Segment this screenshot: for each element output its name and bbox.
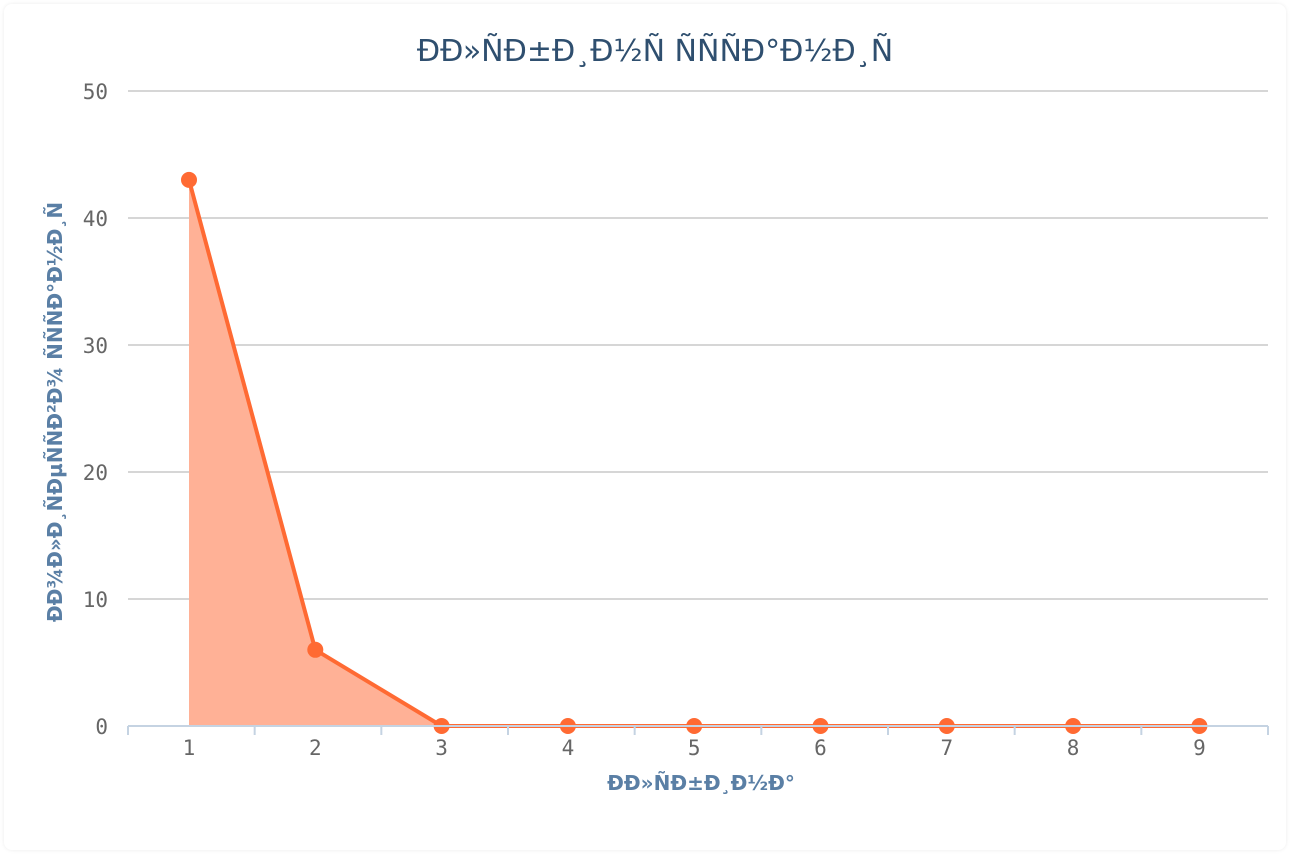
chart-card: ÐÐ»ÑÐ±Ð¸Ð½Ñ ÑÑÑÐ°Ð½Ð¸Ñ 0 10 20 30 40 50 1 2 3 4 5… <box>4 4 1286 850</box>
x-tick-label: 3 <box>435 736 448 760</box>
y-tick-label: 0 <box>95 715 108 739</box>
x-tick-label: 7 <box>940 736 953 760</box>
x-tick-label: 1 <box>183 736 196 760</box>
data-points <box>181 171 1208 734</box>
y-tick-label: 40 <box>83 207 108 231</box>
y-tick-label: 10 <box>83 588 108 612</box>
y-tick-label: 50 <box>83 80 108 104</box>
x-tick-label: 4 <box>562 736 575 760</box>
y-tick-label: 20 <box>83 461 108 485</box>
y-axis-label: ÐÐ¾Ð»Ð¸ÑÐµÑÑÐ²Ð¾ ÑÑÑÐ°Ð½Ð¸Ñ <box>43 202 67 622</box>
data-point-1[interactable] <box>181 171 197 188</box>
x-tick-label: 5 <box>688 736 701 760</box>
depth-chart: ÐÐ»ÑÐ±Ð¸Ð½Ñ ÑÑÑÐ°Ð½Ð¸Ñ 0 10 20 30 40 50 1 2 3 4 5… <box>43 33 1269 795</box>
x-tick-label: 8 <box>1067 736 1080 760</box>
y-axis-ticks: 0 10 20 30 40 50 <box>83 80 108 739</box>
x-axis-label: ÐÐ»ÑÐ±Ð¸Ð½Ð° <box>607 771 795 795</box>
area-fill <box>189 179 1200 726</box>
x-tick-label: 6 <box>814 736 827 760</box>
x-tick-label: 9 <box>1193 736 1206 760</box>
x-tick-label: 2 <box>309 736 322 760</box>
grid-lines <box>128 90 1268 600</box>
x-axis-ticks: 1 2 3 4 5 6 7 8 9 <box>127 726 1269 760</box>
y-tick-label: 30 <box>83 334 108 358</box>
series-line <box>187 179 1200 728</box>
data-point-2[interactable] <box>307 641 324 658</box>
chart-title: ÐÐ»ÑÐ±Ð¸Ð½Ñ ÑÑÑÐ°Ð½Ð¸Ñ <box>417 33 893 69</box>
